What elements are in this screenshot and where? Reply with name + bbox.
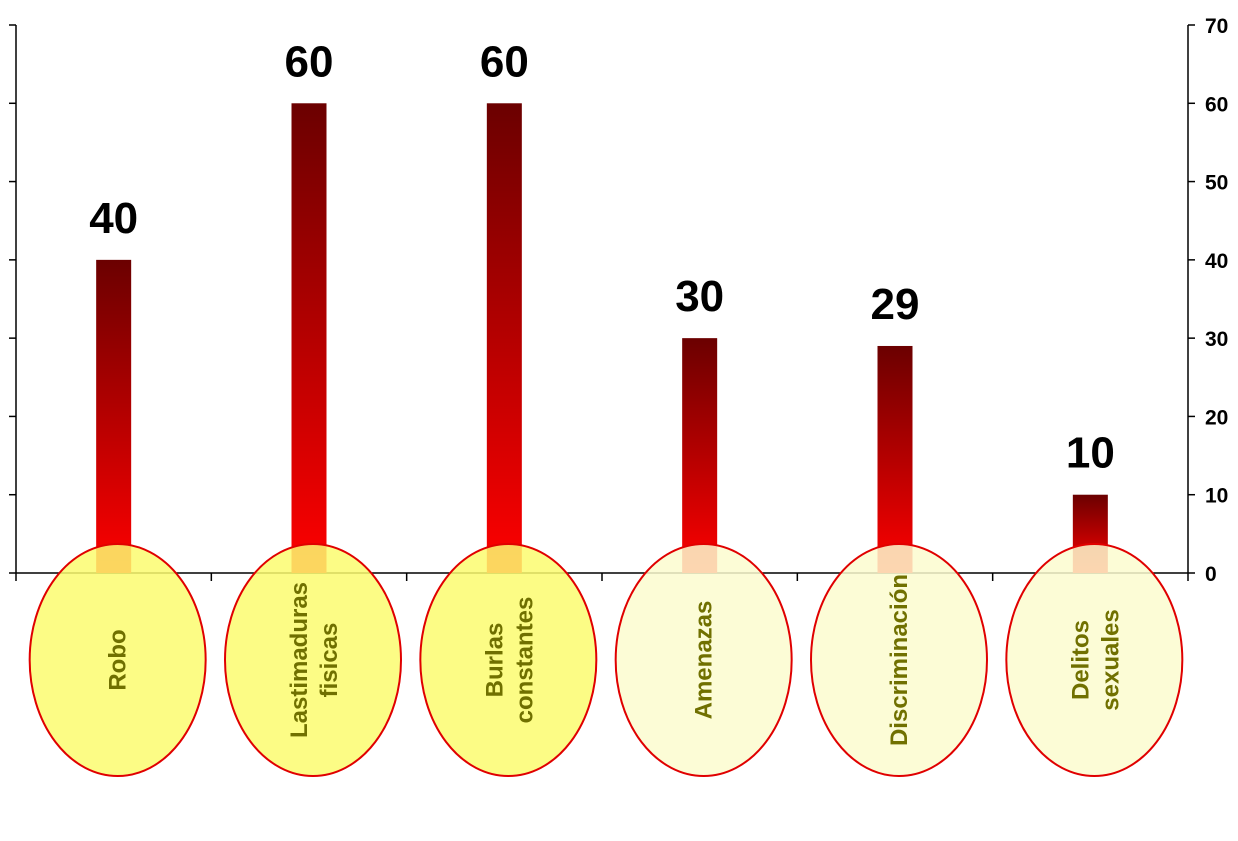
category-label: Delitos sexuales <box>1067 609 1124 710</box>
category-ellipse <box>419 543 598 777</box>
bar <box>682 338 718 573</box>
bar <box>96 259 132 573</box>
data-label: 40 <box>89 194 138 243</box>
category-label: Robo <box>105 629 132 690</box>
y-tick-label: 30 <box>1205 328 1228 351</box>
bar <box>486 103 522 574</box>
data-labels: 40 60 60 30 29 10 <box>89 37 1115 477</box>
category-label-line: Burlas <box>481 623 508 698</box>
category-ellipse <box>614 543 793 777</box>
bars <box>96 103 1108 574</box>
category-label: Amenazas <box>691 601 718 720</box>
data-label: 10 <box>1066 429 1115 478</box>
data-label: 29 <box>871 280 920 329</box>
bar <box>877 345 913 573</box>
category-ellipse <box>1005 543 1184 777</box>
y-tick-label: 40 <box>1205 250 1228 273</box>
category-label-line: fisicas <box>316 623 343 698</box>
category-label-line: Amenazas <box>691 601 718 720</box>
bar <box>291 103 327 574</box>
data-label: 60 <box>285 37 334 86</box>
data-label: 60 <box>480 37 529 86</box>
y-tick-label: 50 <box>1205 172 1228 195</box>
category-label-line: Discriminación <box>886 574 913 746</box>
axes: 0 10 20 30 40 50 60 70 <box>9 15 1228 586</box>
category-label: Burlas constantes <box>481 597 538 724</box>
y-tick-label: 60 <box>1205 93 1228 116</box>
category-label-line: sexuales <box>1097 609 1124 710</box>
category-label-line: constantes <box>511 597 538 724</box>
category-ellipses: Robo Lastimaduras fisicas Burlas constantes A… <box>28 543 1184 777</box>
y-tick-label: 0 <box>1205 563 1217 586</box>
y-tick-label: 20 <box>1205 406 1228 429</box>
category-ellipse <box>28 543 207 777</box>
category-label-line: Delitos <box>1067 620 1094 700</box>
y-tick-label: 70 <box>1205 15 1228 38</box>
category-ellipse <box>224 543 402 777</box>
category-label-line: Lastimaduras <box>286 582 313 738</box>
category-ellipse <box>810 543 988 777</box>
data-label: 30 <box>675 272 724 321</box>
category-label: Lastimaduras fisicas <box>286 582 343 738</box>
category-label-line: Robo <box>105 629 132 690</box>
y-tick-label: 10 <box>1205 485 1228 508</box>
category-label: Discriminación <box>886 574 913 746</box>
